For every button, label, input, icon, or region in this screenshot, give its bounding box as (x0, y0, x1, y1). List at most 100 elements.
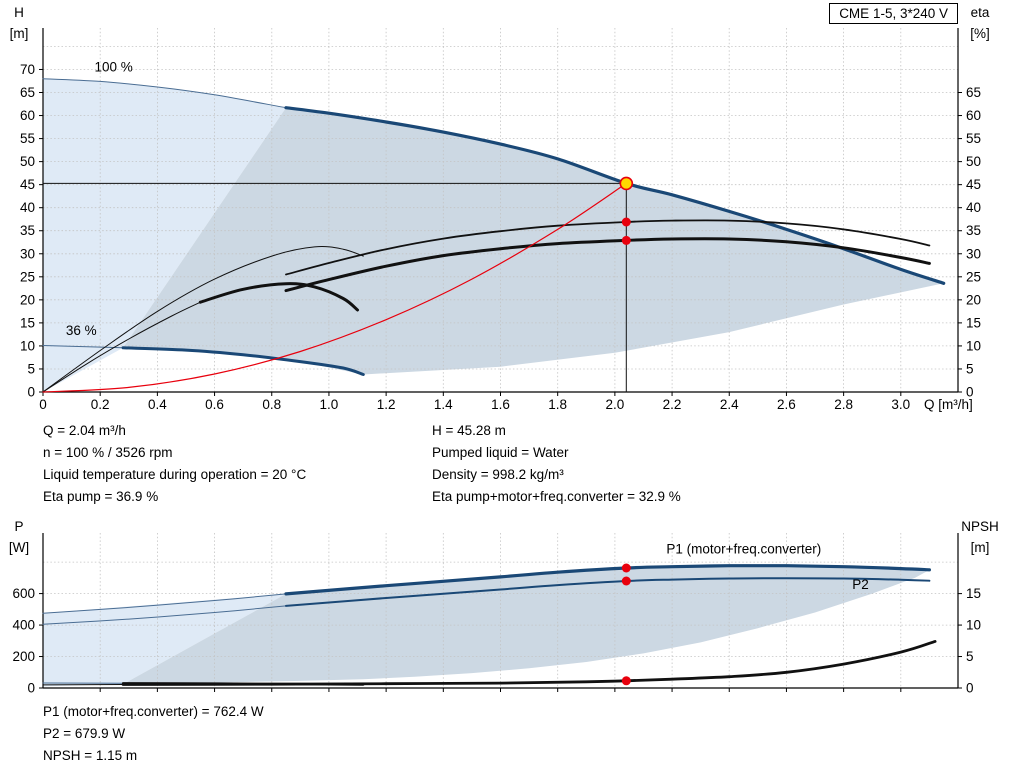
power-axis-unit: [W] (8, 540, 30, 555)
svg-text:30: 30 (966, 246, 981, 261)
svg-text:65: 65 (966, 85, 981, 100)
svg-text:200: 200 (12, 649, 35, 664)
power-npsh-chart: 0 200 400 600 0 5 10 15 P1 (motor+freq.converter… (12, 533, 981, 696)
curve-100pct-thin (42, 78, 287, 109)
svg-text:1.2: 1.2 (377, 397, 396, 412)
svg-text:10: 10 (966, 338, 981, 353)
eta-total-point (621, 235, 631, 245)
duty-info-right: H = 45.28 m Pumped liquid = Water Densit… (432, 420, 681, 508)
info-flow: Q = 2.04 m³/h (43, 423, 126, 438)
svg-text:0: 0 (27, 385, 35, 400)
svg-text:55: 55 (966, 131, 981, 146)
svg-text:25: 25 (966, 269, 981, 284)
svg-text:P1 (motor+freq.converter): P1 (motor+freq.converter) (666, 541, 821, 556)
svg-text:2.0: 2.0 (605, 397, 624, 412)
svg-text:0: 0 (39, 397, 47, 412)
head-axis-title: H [m] (0, 2, 38, 44)
curve-36pct-thin (42, 345, 124, 349)
svg-text:1.6: 1.6 (491, 397, 510, 412)
svg-text:1.8: 1.8 (548, 397, 567, 412)
svg-text:2.4: 2.4 (720, 397, 739, 412)
svg-text:0.2: 0.2 (91, 397, 110, 412)
svg-text:30: 30 (20, 246, 35, 261)
svg-text:60: 60 (20, 108, 35, 123)
head-axis-unit: [m] (9, 26, 29, 41)
svg-text:55: 55 (20, 131, 35, 146)
head-axis-symbol: H (14, 5, 24, 20)
svg-text:40: 40 (20, 200, 35, 215)
svg-text:65: 65 (20, 85, 35, 100)
svg-text:10: 10 (20, 338, 35, 353)
duty-info-left: Q = 2.04 m³/h n = 100 % / 3526 rpm Liqui… (43, 420, 306, 508)
svg-text:3.0: 3.0 (891, 397, 910, 412)
svg-text:0.4: 0.4 (148, 397, 167, 412)
eta-arc-lead (42, 301, 201, 393)
eta-arc-thin (42, 246, 364, 393)
npsh-point (621, 676, 631, 686)
info-npsh: NPSH = 1.15 m (43, 748, 138, 763)
svg-text:5: 5 (966, 649, 974, 664)
svg-text:25: 25 (20, 269, 35, 284)
svg-text:5: 5 (966, 361, 974, 376)
svg-text:35: 35 (20, 223, 35, 238)
info-eta-total: Eta pump+motor+freq.converter = 32.9 % (432, 489, 681, 504)
svg-text:20: 20 (966, 292, 981, 307)
pump-model-label: CME 1-5, 3*240 V (829, 3, 958, 24)
p1-point (621, 563, 631, 573)
info-eta-pump: Eta pump = 36.9 % (43, 489, 159, 504)
npsh-axis-title: NPSH [m] (950, 516, 1010, 558)
svg-text:15: 15 (966, 586, 981, 601)
power-axis-symbol: P (14, 519, 24, 534)
region-pale (43, 593, 286, 687)
power-axis-title: P [W] (0, 516, 38, 558)
eta-arc-min-thick (198, 282, 359, 312)
svg-text:35: 35 (966, 223, 981, 238)
svg-text:0: 0 (966, 385, 974, 400)
head-flow-chart: 0 0.2 0.4 0.6 0.8 1.0 1.2 1.4 1.6 1.8 2.0 2.2 2.4 2.6… (20, 28, 981, 412)
svg-text:40: 40 (966, 200, 981, 215)
eta-axis-symbol: eta (970, 5, 990, 20)
svg-text:15: 15 (966, 315, 981, 330)
npsh-axis-symbol: NPSH (961, 519, 999, 534)
svg-text:100 %: 100 % (94, 59, 132, 74)
svg-text:0.6: 0.6 (205, 397, 224, 412)
p1-curve (284, 564, 931, 596)
duty-point (619, 176, 634, 191)
p1-thin-lead (42, 593, 287, 614)
svg-text:50: 50 (20, 154, 35, 169)
svg-text:45: 45 (966, 177, 981, 192)
svg-text:2.6: 2.6 (777, 397, 796, 412)
info-head: H = 45.28 m (432, 423, 506, 438)
svg-text:Q [m³/h]: Q [m³/h] (924, 397, 973, 412)
svg-text:0: 0 (27, 681, 35, 696)
svg-text:0.8: 0.8 (262, 397, 281, 412)
info-p2: P2 = 679.9 W (43, 726, 126, 741)
info-density: Density = 998.2 kg/m³ (432, 467, 564, 482)
svg-text:5: 5 (27, 361, 35, 376)
eta-pump-point (621, 217, 631, 227)
svg-text:0: 0 (966, 681, 974, 696)
p2-point (621, 576, 631, 586)
svg-text:1.4: 1.4 (434, 397, 453, 412)
svg-text:10: 10 (966, 618, 981, 633)
svg-text:2.2: 2.2 (663, 397, 682, 412)
svg-text:600: 600 (12, 586, 35, 601)
svg-text:2.8: 2.8 (834, 397, 853, 412)
info-pumped-liquid: Pumped liquid = Water (432, 445, 569, 460)
region-operating (123, 565, 930, 685)
svg-text:50: 50 (966, 154, 981, 169)
eta-axis-title: eta [%] (958, 2, 1002, 44)
info-p1: P1 (motor+freq.converter) = 762.4 W (43, 704, 264, 719)
power-info: P1 (motor+freq.converter) = 762.4 W P2 =… (43, 701, 264, 767)
region-operating (123, 107, 944, 375)
svg-text:P2: P2 (852, 577, 869, 592)
p2-thin-lead (42, 605, 287, 625)
svg-text:70: 70 (20, 62, 35, 77)
system-curve (42, 182, 627, 393)
p2-curve (285, 577, 931, 607)
svg-text:45: 45 (20, 177, 35, 192)
svg-text:400: 400 (12, 618, 35, 633)
svg-text:15: 15 (20, 315, 35, 330)
info-speed: n = 100 % / 3526 rpm (43, 445, 173, 460)
